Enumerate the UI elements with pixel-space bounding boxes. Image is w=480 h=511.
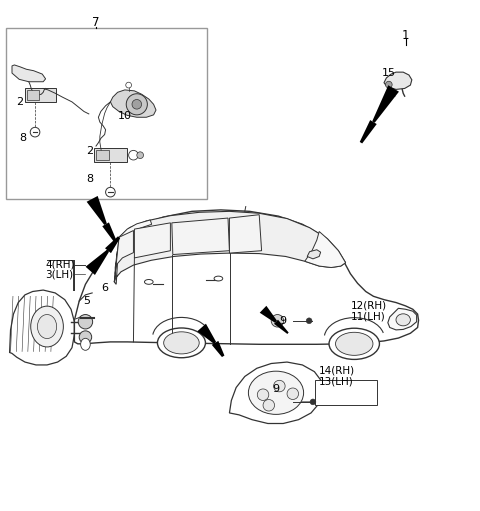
- Polygon shape: [114, 220, 152, 282]
- Circle shape: [137, 152, 144, 158]
- Text: 13(LH): 13(LH): [319, 376, 354, 386]
- Text: 2: 2: [16, 97, 23, 107]
- Circle shape: [126, 94, 147, 115]
- Ellipse shape: [214, 276, 223, 281]
- Polygon shape: [85, 250, 109, 275]
- Ellipse shape: [157, 328, 205, 358]
- Polygon shape: [360, 120, 377, 144]
- Polygon shape: [87, 196, 107, 225]
- Text: 7: 7: [92, 16, 100, 29]
- Text: 14(RH): 14(RH): [319, 366, 355, 376]
- Text: 8: 8: [86, 174, 94, 183]
- Circle shape: [126, 82, 132, 88]
- Circle shape: [287, 388, 299, 400]
- Polygon shape: [229, 215, 262, 253]
- Text: 11(LH): 11(LH): [350, 312, 385, 321]
- Circle shape: [129, 150, 138, 160]
- Text: 1: 1: [402, 29, 409, 42]
- Bar: [96, 150, 109, 160]
- Circle shape: [79, 331, 92, 343]
- Ellipse shape: [144, 280, 153, 284]
- Polygon shape: [384, 72, 412, 89]
- Text: 2: 2: [86, 146, 94, 156]
- Circle shape: [257, 389, 269, 401]
- Text: 8: 8: [19, 133, 26, 143]
- Text: 9: 9: [280, 316, 287, 326]
- Circle shape: [310, 399, 316, 405]
- Bar: [27, 90, 39, 100]
- Bar: [6, 29, 207, 199]
- Polygon shape: [134, 223, 170, 258]
- Polygon shape: [262, 311, 294, 331]
- Polygon shape: [115, 230, 133, 274]
- Ellipse shape: [37, 315, 57, 339]
- Polygon shape: [12, 65, 46, 82]
- Polygon shape: [102, 222, 117, 242]
- Polygon shape: [105, 237, 120, 253]
- Circle shape: [132, 100, 142, 109]
- Text: 10: 10: [118, 111, 132, 121]
- Polygon shape: [10, 290, 74, 365]
- Text: 12(RH): 12(RH): [350, 301, 386, 311]
- Polygon shape: [172, 218, 229, 254]
- Text: 6: 6: [101, 283, 108, 293]
- Ellipse shape: [164, 332, 199, 354]
- Circle shape: [274, 380, 285, 392]
- Text: 4(RH): 4(RH): [46, 259, 75, 269]
- Polygon shape: [229, 362, 323, 424]
- Text: 3(LH): 3(LH): [46, 270, 74, 280]
- Circle shape: [30, 127, 40, 137]
- Circle shape: [106, 188, 115, 197]
- Ellipse shape: [249, 371, 304, 414]
- Bar: [315, 380, 377, 405]
- Polygon shape: [114, 212, 346, 284]
- Bar: [25, 88, 56, 102]
- Ellipse shape: [336, 332, 373, 355]
- Ellipse shape: [81, 338, 90, 351]
- Polygon shape: [74, 210, 419, 344]
- Polygon shape: [110, 90, 156, 117]
- Ellipse shape: [396, 314, 410, 326]
- Circle shape: [271, 315, 284, 327]
- Polygon shape: [212, 341, 225, 357]
- Ellipse shape: [31, 306, 63, 347]
- Circle shape: [306, 318, 312, 323]
- Ellipse shape: [329, 328, 379, 359]
- Polygon shape: [305, 231, 346, 267]
- Bar: [94, 149, 127, 162]
- Polygon shape: [372, 85, 399, 123]
- Circle shape: [78, 315, 93, 329]
- Text: 5: 5: [83, 296, 90, 306]
- Circle shape: [263, 400, 275, 411]
- Polygon shape: [274, 320, 288, 334]
- Polygon shape: [388, 308, 417, 330]
- Polygon shape: [260, 306, 277, 323]
- Polygon shape: [197, 323, 216, 344]
- Polygon shape: [307, 250, 321, 259]
- Circle shape: [385, 81, 392, 88]
- Text: 15: 15: [382, 68, 396, 78]
- Text: 9: 9: [273, 384, 279, 394]
- Bar: [311, 299, 373, 323]
